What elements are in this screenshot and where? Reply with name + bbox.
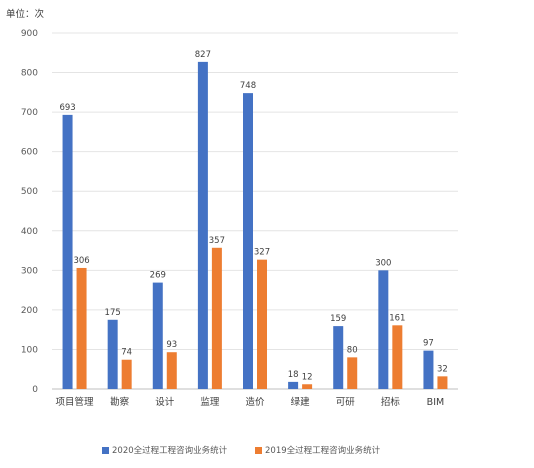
bar <box>62 114 73 389</box>
data-label: 175 <box>105 308 121 318</box>
bar <box>121 359 132 389</box>
y-tick-label: 0 <box>32 385 38 395</box>
data-label: 693 <box>59 103 75 113</box>
category-label: 绿建 <box>291 396 311 408</box>
bar <box>211 247 222 389</box>
data-label: 12 <box>302 372 313 382</box>
legend-swatch <box>255 447 262 454</box>
y-tick-label: 100 <box>21 345 38 355</box>
y-tick-label: 400 <box>21 227 38 237</box>
bar <box>197 61 208 390</box>
data-label: 306 <box>73 256 89 266</box>
unit-label: 单位：次 <box>6 8 45 20</box>
bar <box>107 319 118 389</box>
category-label: 可研 <box>336 397 356 408</box>
bar <box>437 376 448 389</box>
data-label: 74 <box>121 348 132 358</box>
data-label: 18 <box>288 370 299 380</box>
x-axis-categories: 项目管理 勘察 设计 监理 造价 绿建 可研 招标 BIM <box>56 396 445 408</box>
category-label: 设计 <box>155 396 175 408</box>
legend-swatch <box>102 447 109 454</box>
data-label: 300 <box>375 258 391 268</box>
category-label: BIM <box>427 397 445 408</box>
data-labels: 693 306 175 74 269 93 827 357 748 327 18 12 159 80 300… <box>59 50 447 382</box>
bar <box>76 267 87 389</box>
bar <box>423 350 434 389</box>
category-label: 项目管理 <box>56 396 95 408</box>
bar <box>347 357 358 389</box>
y-tick-label: 800 <box>21 69 38 79</box>
y-tick-label: 600 <box>21 148 38 158</box>
data-label: 748 <box>240 81 256 91</box>
data-label: 32 <box>437 364 448 374</box>
data-label: 827 <box>195 50 211 60</box>
data-label: 357 <box>209 236 225 246</box>
bar <box>257 259 267 389</box>
y-tick-label: 500 <box>21 187 38 197</box>
bar <box>378 270 389 389</box>
bar <box>333 326 344 389</box>
legend-label: 2020全过程工程咨询业务统计 <box>112 445 228 456</box>
category-label: 造价 <box>245 396 265 408</box>
data-label: 327 <box>254 248 270 258</box>
y-tick-label: 300 <box>21 266 38 276</box>
bars <box>62 61 448 390</box>
bar <box>166 352 177 389</box>
bar <box>243 93 253 389</box>
data-label: 97 <box>423 339 434 349</box>
data-label: 269 <box>150 271 166 281</box>
gridlines <box>52 32 458 390</box>
bar <box>392 325 403 389</box>
bar <box>288 381 299 389</box>
y-tick-label: 900 <box>21 29 38 39</box>
category-label: 勘察 <box>110 396 130 408</box>
category-label: 招标 <box>381 396 401 408</box>
y-tick-label: 700 <box>21 108 38 118</box>
data-label: 80 <box>347 345 358 355</box>
y-axis-ticks: 0 100 200 300 400 500 600 700 800 900 <box>21 29 38 395</box>
data-label: 161 <box>389 313 405 323</box>
data-label: 159 <box>330 314 346 324</box>
bar <box>302 384 313 389</box>
y-tick-label: 200 <box>21 306 38 316</box>
legend: 2020全过程工程咨询业务统计 2019全过程工程咨询业务统计 <box>102 445 381 456</box>
bar <box>152 282 163 389</box>
category-label: 监理 <box>200 396 220 408</box>
data-label: 93 <box>166 340 177 350</box>
legend-label: 2019全过程工程咨询业务统计 <box>265 445 381 456</box>
